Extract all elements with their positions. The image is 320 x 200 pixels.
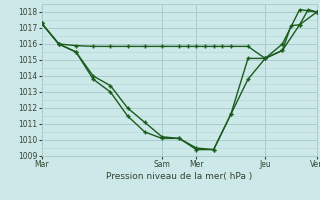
X-axis label: Pression niveau de la mer( hPa ): Pression niveau de la mer( hPa )	[106, 172, 252, 181]
